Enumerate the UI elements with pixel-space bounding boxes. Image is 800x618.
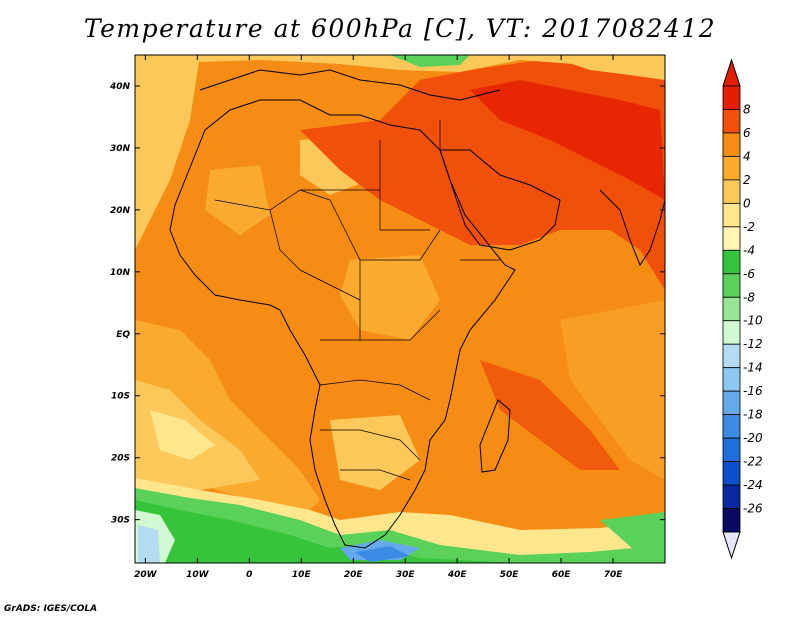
internal-borders	[214, 120, 500, 481]
colorbar-swatch	[722, 109, 741, 134]
lat-tick-label: 30S	[111, 516, 130, 526]
colorbar-label: 4	[743, 149, 751, 163]
lat-tick-label: 30N	[110, 144, 131, 154]
temperature-field-north-east-edge	[560, 55, 665, 80]
lon-tick-label: 10E	[292, 570, 312, 580]
colorbar-swatch	[722, 202, 741, 228]
temperature-field-egypt	[380, 140, 430, 200]
temperature-field-north-edge	[135, 55, 665, 72]
temperature-field-central-africa	[340, 255, 440, 340]
lat-tick-label: 20N	[110, 206, 131, 216]
colorbar-label: -8	[743, 290, 755, 304]
colorbar-label: -6	[743, 267, 755, 281]
colorbar-label: 2	[743, 173, 751, 187]
lat-tick-label: 40N	[109, 82, 131, 92]
colorbar-label: -22	[743, 455, 763, 469]
colorbar-label: 8	[743, 102, 751, 116]
temperature-field-cape-coldest	[355, 546, 410, 562]
lon-tick-label: 50E	[500, 570, 520, 580]
colorbar-swatch	[722, 414, 741, 439]
map-title: Temperature at 600hPa [C], VT: 201708241…	[83, 14, 717, 43]
temperature-field-indian-ocean	[480, 360, 620, 470]
temperature-field-south-dark-green	[135, 500, 520, 563]
colorbar-swatch	[722, 85, 741, 110]
colorbar-label: -2	[743, 220, 755, 234]
colorbar: 8 6 4 2 0 -2 -4 -6 -8 -10 -12 -14 -16 -18 -20 -22 -24 -26	[722, 58, 763, 560]
colorbar-over-arrow	[722, 58, 741, 87]
lon-tick-label: 20W	[134, 570, 158, 580]
lat-tick-label: 10S	[111, 392, 130, 402]
colorbar-swatch	[722, 437, 741, 462]
colorbar-swatch	[722, 508, 741, 533]
longitude-ticks: 20W 10W 0 10E 20E 30E 40E 50E 60E 70E	[134, 55, 623, 580]
colorbar-swatch	[722, 226, 741, 251]
africa-coastline	[169, 99, 516, 549]
lat-tick-label: EQ	[116, 330, 130, 340]
colorbar-label: -12	[743, 337, 763, 351]
lat-tick-label: 10N	[110, 268, 131, 278]
lon-tick-label: 60E	[552, 570, 572, 580]
colorbar-swatch	[722, 156, 741, 181]
temperature-field-hotspot	[470, 80, 665, 200]
colorbar-label: -10	[743, 314, 763, 328]
temperature-field-atlantic-north	[135, 55, 200, 250]
temperature-field-europe-cool	[390, 55, 470, 67]
map-frame	[134, 54, 666, 564]
colorbar-label: -16	[743, 384, 763, 398]
colorbar-label: -26	[743, 502, 763, 516]
lon-tick-label: 10W	[186, 570, 210, 580]
lon-tick-label: 40E	[447, 570, 468, 580]
colorbar-label: -14	[743, 361, 763, 375]
colorbar-swatch	[722, 320, 741, 345]
colorbar-label: -24	[743, 478, 763, 492]
india-coastline	[599, 189, 665, 267]
lon-tick-label: 20E	[344, 570, 364, 580]
colorbar-swatch	[722, 390, 741, 416]
map-field	[135, 55, 665, 563]
colorbar-swatch	[722, 367, 741, 392]
grads-credit: GrADS: IGES/COLA	[4, 604, 98, 614]
coastlines	[169, 69, 665, 549]
colorbar-label: -18	[743, 408, 763, 422]
colorbar-label: -20	[743, 431, 763, 445]
lon-tick-label: 70E	[604, 570, 624, 580]
colorbar-swatch	[722, 179, 741, 204]
colorbar-under-arrow	[722, 531, 741, 560]
temperature-field-atlantic-coolest	[150, 410, 215, 460]
temperature-field-south-blue	[138, 525, 160, 563]
lon-tick-label: 30E	[396, 570, 416, 580]
colorbar-swatch	[722, 343, 741, 369]
colorbar-swatch	[722, 249, 741, 275]
latitude-ticks: 40N 30N 20N 10N EQ 10S 20S 30S	[109, 82, 665, 526]
lat-tick-label: 20S	[111, 454, 130, 464]
temperature-field-southern-africa	[330, 415, 420, 490]
madagascar-coastline	[479, 399, 511, 473]
lon-tick-label: 0	[246, 570, 252, 580]
colorbar-label: 6	[743, 126, 751, 140]
arabia-coastline	[439, 149, 561, 251]
colorbar-swatch	[722, 273, 741, 298]
temperature-field-east-ocean	[560, 300, 665, 480]
colorbar-swatch	[722, 132, 741, 157]
temperature-field-west-sahara	[205, 165, 270, 235]
colorbar-swatch	[722, 484, 741, 509]
colorbar-label: -4	[743, 243, 755, 257]
colorbar-label: 0	[743, 196, 751, 210]
europe-coastline	[199, 69, 501, 101]
temperature-field-southeast-green	[600, 512, 665, 560]
colorbar-swatch	[722, 296, 741, 322]
colorbar-swatch	[722, 461, 741, 486]
